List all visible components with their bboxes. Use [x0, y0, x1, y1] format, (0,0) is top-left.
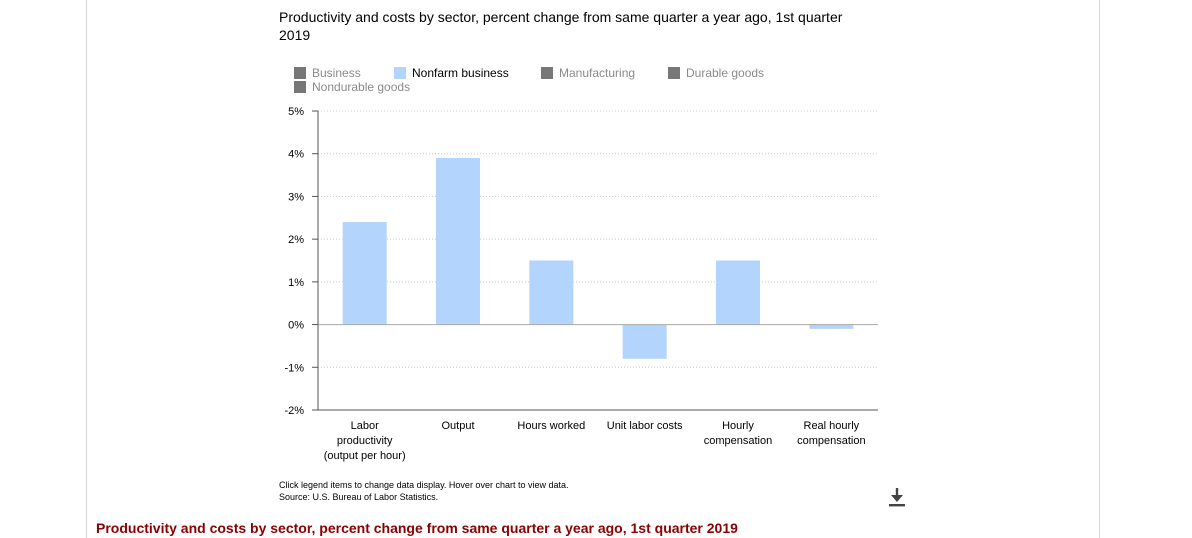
legend-swatch [541, 67, 553, 79]
legend-item-business[interactable]: Business [294, 66, 361, 80]
x-tick-label: Hourly [722, 420, 754, 432]
x-tick-label: Output [441, 420, 474, 432]
legend-swatch [294, 81, 306, 93]
x-tick-label: compensation [704, 435, 773, 447]
bar[interactable] [716, 260, 760, 325]
download-button[interactable] [884, 484, 910, 510]
x-tick-label: compensation [797, 435, 866, 447]
bar[interactable] [529, 260, 574, 325]
x-tick-label: Labor [351, 420, 379, 432]
x-tick-label: Unit labor costs [607, 420, 683, 432]
legend-item-durable-goods[interactable]: Durable goods [668, 66, 764, 80]
content-frame [86, 0, 1100, 538]
y-tick-label: 4% [288, 149, 304, 161]
bar[interactable] [622, 324, 667, 359]
y-tick-label: 1% [288, 277, 304, 289]
legend-item-manufacturing[interactable]: Manufacturing [541, 66, 635, 80]
legend-label: Durable goods [686, 66, 765, 80]
legend-swatch [668, 67, 680, 79]
y-tick-label: 3% [288, 191, 304, 203]
legend-swatch [294, 67, 306, 79]
y-tick-label: 5% [288, 106, 304, 118]
legend-label: Manufacturing [559, 66, 636, 80]
legend-item-nonfarm-business[interactable]: Nonfarm business [394, 66, 509, 80]
bar[interactable] [436, 157, 480, 325]
download-icon [889, 488, 905, 507]
legend-swatch [394, 67, 406, 79]
legend-label: Nonfarm business [412, 66, 509, 80]
legend-item-nondurable-goods[interactable]: Nondurable goods [294, 80, 410, 94]
y-tick-label: 0% [288, 320, 304, 332]
legend-label: Nondurable goods [312, 80, 411, 94]
chart-source: Source: U.S. Bureau of Labor Statistics. [279, 492, 439, 502]
bar[interactable] [809, 324, 854, 329]
x-tick-label: Real hourly [804, 420, 860, 432]
y-tick-label: 2% [288, 234, 304, 246]
chart-title: Productivity and costs by sector, percen… [279, 9, 843, 43]
chart-note: Click legend items to change data displa… [279, 480, 569, 490]
legend-label: Business [312, 66, 361, 80]
y-tick-label: -1% [284, 362, 304, 374]
section-heading: Productivity and costs by sector, percen… [96, 520, 738, 536]
x-tick-label: (output per hour) [324, 450, 406, 462]
bar[interactable] [342, 222, 387, 325]
x-tick-label: productivity [337, 435, 393, 447]
x-tick-label: Hours worked [517, 420, 585, 432]
y-tick-label: -2% [284, 405, 304, 417]
